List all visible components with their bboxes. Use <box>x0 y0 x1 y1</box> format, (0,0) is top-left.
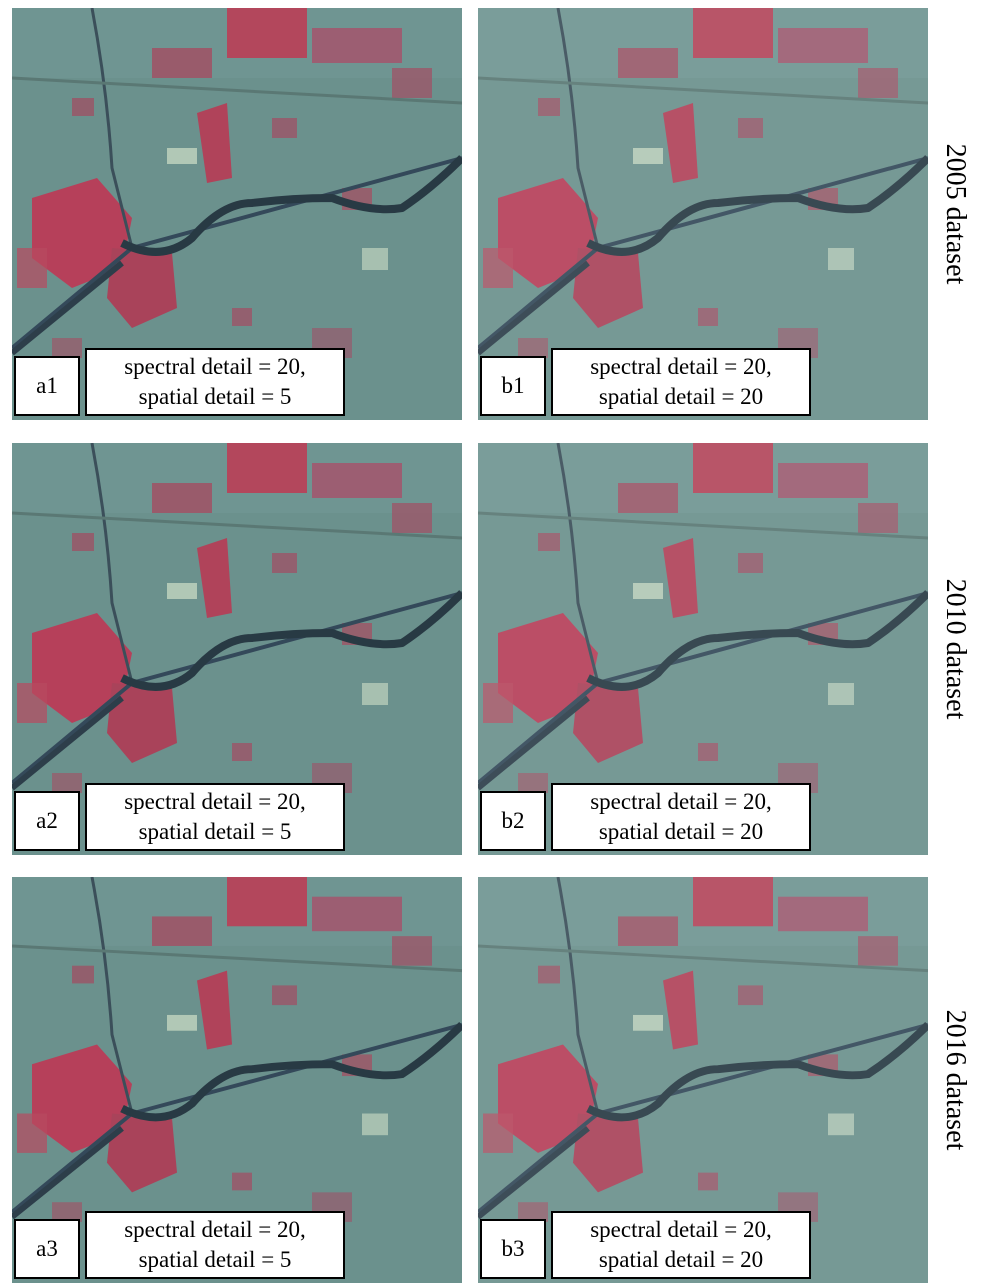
panel-caption: spectral detail = 20,spatial detail = 5 <box>85 783 345 851</box>
caption-line: spectral detail = 20, <box>590 352 772 382</box>
caption-line: spatial detail = 5 <box>139 1245 292 1275</box>
caption-line: spatial detail = 5 <box>139 382 292 412</box>
row-label: 2016 dataset <box>939 1010 971 1151</box>
panel-caption: spectral detail = 20,spatial detail = 5 <box>85 348 345 416</box>
panel-id: a3 <box>14 1219 80 1279</box>
caption-line: spatial detail = 20 <box>599 1245 763 1275</box>
caption-line: spectral detail = 20, <box>124 352 306 382</box>
caption-line: spatial detail = 5 <box>139 817 292 847</box>
panel-id: b2 <box>480 791 546 851</box>
panel-caption: spectral detail = 20,spatial detail = 20 <box>551 1211 811 1279</box>
caption-line: spatial detail = 20 <box>599 817 763 847</box>
caption-line: spatial detail = 20 <box>599 382 763 412</box>
caption-line: spectral detail = 20, <box>590 1215 772 1245</box>
panel-id: b3 <box>480 1219 546 1279</box>
panel-id: b1 <box>480 356 546 416</box>
row-label: 2005 dataset <box>939 144 971 285</box>
panel-caption: spectral detail = 20,spatial detail = 5 <box>85 1211 345 1279</box>
panel-id: a1 <box>14 356 80 416</box>
row-label: 2010 dataset <box>939 579 971 720</box>
caption-line: spectral detail = 20, <box>124 1215 306 1245</box>
panel-caption: spectral detail = 20,spatial detail = 20 <box>551 348 811 416</box>
panel-caption: spectral detail = 20,spatial detail = 20 <box>551 783 811 851</box>
figure: (() => { const data = JSON.parse(documen… <box>0 0 986 1283</box>
caption-line: spectral detail = 20, <box>124 787 306 817</box>
panel-id: a2 <box>14 791 80 851</box>
caption-line: spectral detail = 20, <box>590 787 772 817</box>
